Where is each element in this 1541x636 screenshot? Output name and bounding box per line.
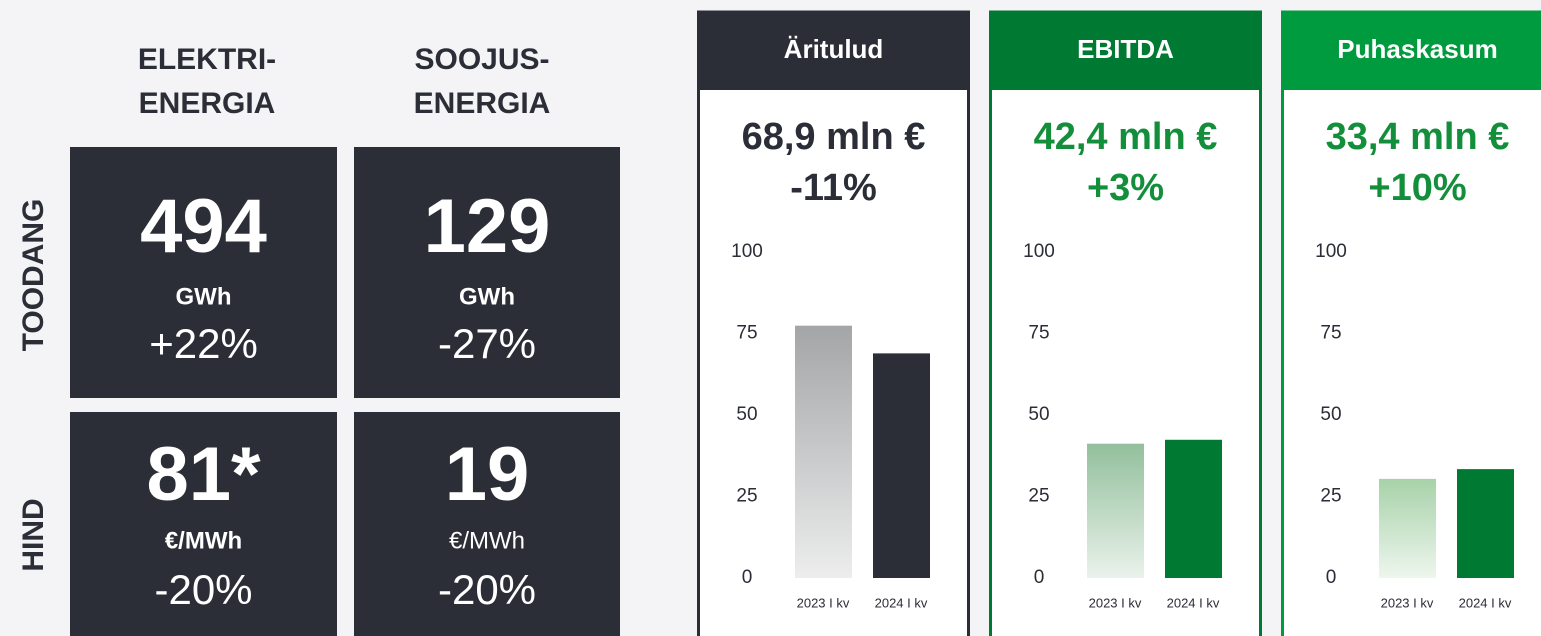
column-header: ENERGIA <box>139 87 276 120</box>
bar <box>873 353 930 578</box>
kpi-value: 19 <box>445 432 530 517</box>
kpi-unit: GWh <box>176 283 232 310</box>
y-tick-label: 75 <box>1320 323 1341 344</box>
y-tick-label: 50 <box>1028 404 1049 425</box>
bar <box>1165 439 1222 578</box>
panel-header <box>1281 12 1541 90</box>
change: -11% <box>790 167 877 209</box>
y-tick-label: 25 <box>1320 486 1341 507</box>
kpi-tile <box>70 412 337 636</box>
kpi-change: +22% <box>149 320 258 367</box>
row-header: HIND <box>17 498 50 571</box>
x-tick-label: 2023 I kv <box>1381 595 1434 610</box>
y-tick-label: 0 <box>1034 567 1045 588</box>
bar <box>1379 478 1436 578</box>
kpi-value: 81* <box>146 432 261 517</box>
y-tick-label: 75 <box>736 323 757 344</box>
headline: 33,4 mln € <box>1326 116 1510 158</box>
y-tick-label: 100 <box>1023 241 1055 262</box>
kpi-tile <box>354 147 620 398</box>
bar <box>795 325 852 578</box>
x-tick-label: 2023 I kv <box>1089 595 1142 610</box>
kpi-value: 494 <box>140 184 267 269</box>
x-tick-label: 2024 I kv <box>1167 595 1220 610</box>
chart-panel: EBITDA 42,4 mln € +3% 0 25 50 75 100 2023 I kv 20… <box>989 10 1262 636</box>
x-tick-label: 2024 I kv <box>1459 595 1512 610</box>
kpi-value: 129 <box>424 184 551 269</box>
headline: 68,9 mln € <box>742 116 926 158</box>
column-header: ENERGIA <box>414 87 551 120</box>
change: +3% <box>1087 167 1164 209</box>
y-tick-label: 50 <box>736 404 757 425</box>
kpi-tile <box>354 412 620 636</box>
y-tick-label: 0 <box>742 567 753 588</box>
headline: 42,4 mln € <box>1034 116 1218 158</box>
y-tick-label: 25 <box>1028 486 1049 507</box>
y-tick-label: 100 <box>731 241 763 262</box>
chart-title: EBITDA <box>1077 34 1174 64</box>
y-tick-label: 0 <box>1326 567 1337 588</box>
bar <box>1457 469 1514 578</box>
y-tick-label: 50 <box>1320 404 1341 425</box>
kpi-unit: €/MWh <box>165 527 242 554</box>
kpi-unit: €/MWh <box>449 527 525 554</box>
y-tick-label: 75 <box>1028 323 1049 344</box>
row-header: TOODANG <box>17 199 50 352</box>
kpi-change: -20% <box>438 566 536 613</box>
kpi-unit: GWh <box>459 283 515 310</box>
kpi-change: -20% <box>154 566 252 613</box>
chart-title: Puhaskasum <box>1337 34 1497 64</box>
y-tick-label: 25 <box>736 486 757 507</box>
x-tick-label: 2024 I kv <box>875 595 928 610</box>
kpi-change: -27% <box>438 320 536 367</box>
change: +10% <box>1368 167 1466 209</box>
panel-header <box>697 12 970 90</box>
panel-header <box>989 12 1262 90</box>
column-header: SOOJUS- <box>414 43 549 76</box>
y-tick-label: 100 <box>1315 241 1347 262</box>
kpi-tile <box>70 147 337 398</box>
chart-title: Äritulud <box>784 34 884 64</box>
chart-panel: Puhaskasum 33,4 mln € +10% 0 25 50 75 100 2023 I… <box>1281 10 1541 636</box>
bar <box>1087 443 1144 578</box>
x-tick-label: 2023 I kv <box>797 595 850 610</box>
chart-panel: Äritulud 68,9 mln € -11% 0 25 50 75 100 2023 I k… <box>697 10 970 636</box>
column-header: ELEKTRI- <box>138 43 276 76</box>
